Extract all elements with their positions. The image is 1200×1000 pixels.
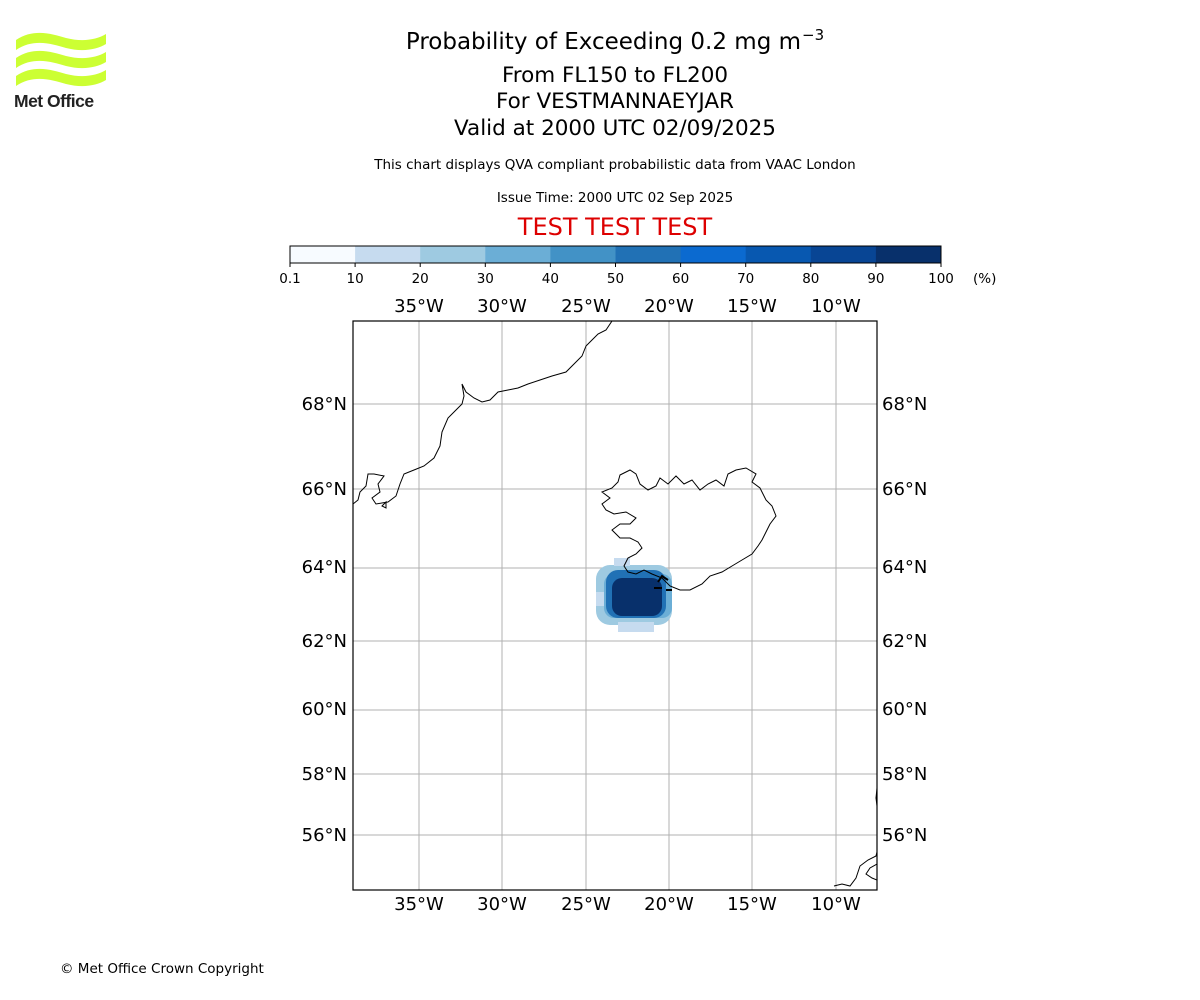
- lat-label: 68°N: [882, 394, 927, 415]
- coastline-iceland: [600, 467, 777, 591]
- lat-label: 66°N: [882, 479, 927, 500]
- colorbar-tick-label: 100: [928, 271, 954, 287]
- lat-labels-left: 68°N 66°N 64°N 62°N 60°N 58°N 56°N: [302, 394, 347, 846]
- lon-label: 35°W: [394, 296, 444, 317]
- logo-text: Met Office: [14, 91, 94, 111]
- prob-cell-10-20: [618, 622, 654, 632]
- chart-title: Probability of Exceeding 0.2 mg m−3: [0, 26, 1200, 55]
- prob-cell-90-100: [612, 578, 662, 616]
- colorbar-swatch: [290, 246, 356, 263]
- lat-label: 68°N: [302, 394, 347, 415]
- colorbar-tick-label: 40: [542, 271, 559, 287]
- lon-label: 20°W: [644, 894, 694, 915]
- colorbar-swatch: [355, 246, 421, 263]
- coastline-greenland-islet: [381, 500, 387, 509]
- lon-label: 10°W: [811, 296, 861, 317]
- colorbar-swatch: [745, 246, 812, 263]
- colorbar-tick-label: 30: [477, 271, 494, 287]
- colorbar-unit: (%): [973, 271, 996, 287]
- colorbar-tick-label: 80: [802, 271, 819, 287]
- gridlines: [353, 321, 877, 890]
- lon-label: 15°W: [727, 894, 777, 915]
- lat-label: 62°N: [302, 631, 347, 652]
- title-flight-levels: From FL150 to FL200: [501, 63, 729, 88]
- coastlines: [353, 321, 877, 887]
- colorbar-tick-label: 50: [607, 271, 624, 287]
- colorbar-tick-label: 0.1: [279, 271, 300, 287]
- lat-label: 60°N: [302, 699, 347, 720]
- lon-label: 20°W: [644, 296, 694, 317]
- title-valid-time: Valid at 2000 UTC 02/09/2025: [453, 116, 776, 141]
- coastline-vestmannaeyjar: [654, 574, 672, 591]
- title-location: For VESTMANNAEYJAR: [496, 89, 734, 114]
- lat-label: 64°N: [302, 557, 347, 578]
- colorbar-swatch: [680, 246, 747, 263]
- colorbar-swatch: [485, 246, 551, 263]
- lat-labels-right: 68°N 66°N 64°N 62°N 60°N 58°N 56°N: [882, 394, 927, 846]
- title-main-text: Probability of Exceeding 0.2 mg m: [405, 29, 802, 55]
- lat-label: 60°N: [882, 699, 927, 720]
- lat-label: 56°N: [302, 825, 347, 846]
- chart-subtitle: This chart displays QVA compliant probab…: [374, 157, 856, 173]
- title-exponent: −3: [802, 26, 825, 44]
- colorbar-tick-label: 60: [672, 271, 689, 287]
- lon-label: 25°W: [561, 296, 611, 317]
- colorbar-tick-label: 10: [347, 271, 364, 287]
- colorbar-tick-label: 20: [412, 271, 429, 287]
- prob-cell-10-20: [596, 592, 604, 606]
- lon-labels-top: 35°W 30°W 25°W 20°W 15°W 10°W: [394, 296, 861, 317]
- coastline-scotland: [833, 851, 877, 887]
- colorbar: 0.1 10 20 30 40 50 60 70 80 90 100 (%): [279, 245, 996, 287]
- colorbar-swatch: [875, 246, 942, 263]
- met-office-waves-icon: [16, 32, 106, 87]
- copyright: © Met Office Crown Copyright: [60, 961, 264, 977]
- lon-label: 30°W: [477, 296, 527, 317]
- coastline-greenland: [353, 321, 613, 505]
- lon-label: 25°W: [561, 894, 611, 915]
- colorbar-swatch: [420, 246, 486, 263]
- lat-label: 56°N: [882, 825, 927, 846]
- lon-label: 15°W: [727, 296, 777, 317]
- colorbar-swatch: [615, 246, 682, 263]
- lat-label: 58°N: [882, 764, 927, 785]
- lon-labels-bottom: 35°W 30°W 25°W 20°W 15°W 10°W: [394, 894, 861, 915]
- lon-label: 30°W: [477, 894, 527, 915]
- probability-field: [596, 558, 672, 632]
- prob-cell-10-20: [614, 558, 630, 566]
- map-frame: [352, 320, 878, 891]
- colorbar-swatch: [810, 246, 877, 263]
- colorbar-swatch: [550, 246, 616, 263]
- lon-label: 10°W: [811, 894, 861, 915]
- issue-time: Issue Time: 2000 UTC 02 Sep 2025: [496, 190, 734, 206]
- met-office-logo: Met Office: [14, 30, 108, 112]
- lat-label: 58°N: [302, 764, 347, 785]
- colorbar-tick-label: 70: [737, 271, 754, 287]
- test-banner: TEST TEST TEST: [517, 213, 713, 241]
- lat-label: 62°N: [882, 631, 927, 652]
- lat-label: 66°N: [302, 479, 347, 500]
- lon-label: 35°W: [394, 894, 444, 915]
- lat-label: 64°N: [882, 557, 927, 578]
- colorbar-tick-label: 90: [867, 271, 884, 287]
